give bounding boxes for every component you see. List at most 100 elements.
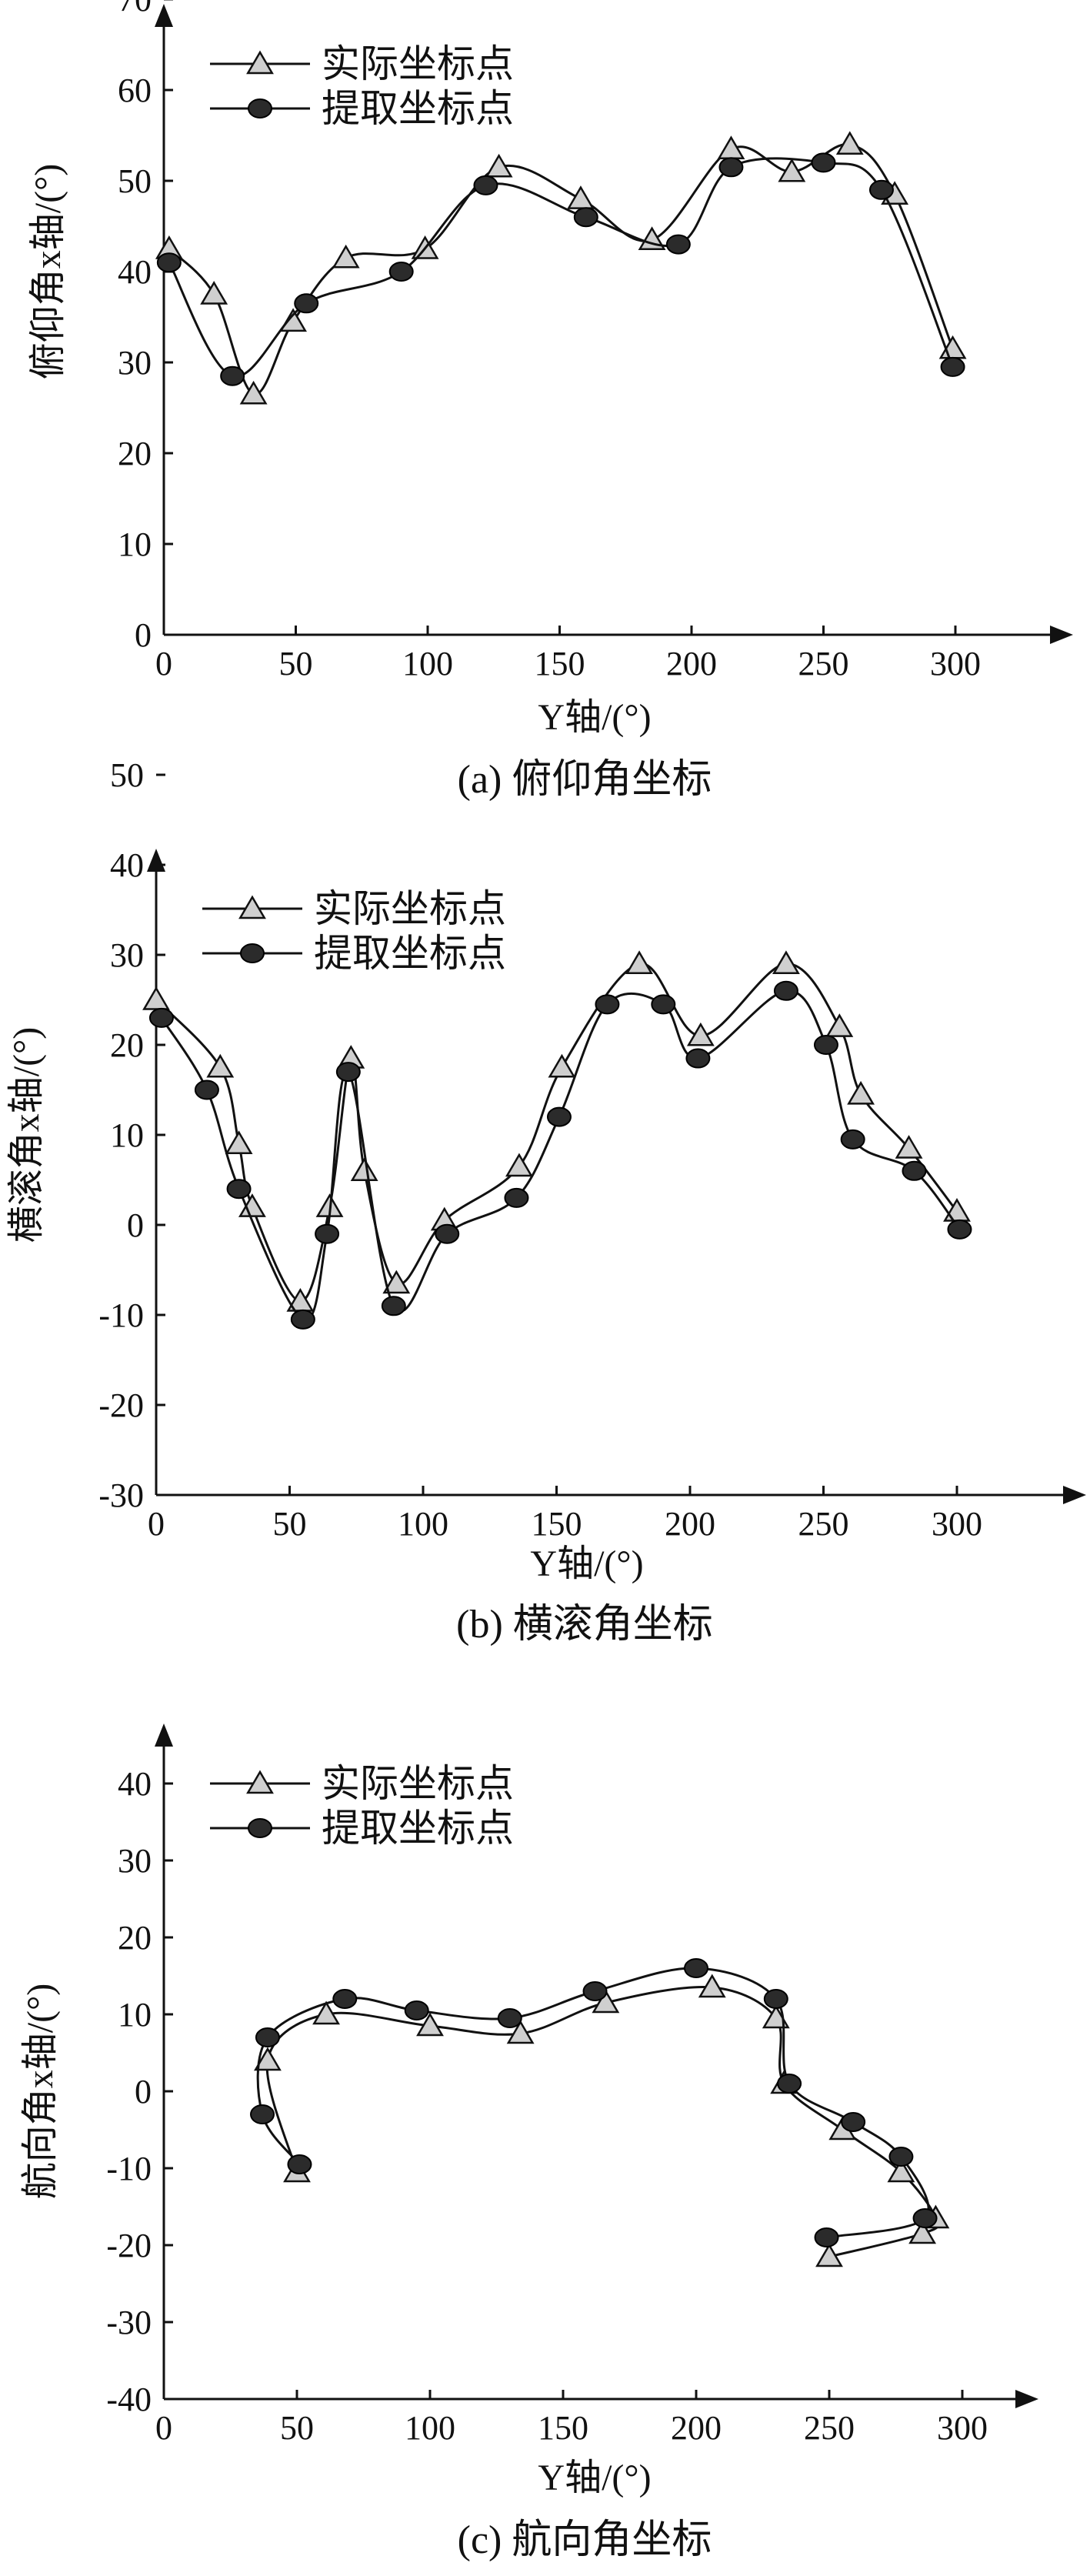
data-point-circle <box>294 293 319 314</box>
chart-heading: 0 50 100 150 200 250 300 -40 -30 -20 -10 0 10 20 30 40 Y… <box>20 1723 1038 2562</box>
data-point-circle <box>290 1309 315 1330</box>
x-tick-label: 150 <box>532 1505 582 1543</box>
x-tick-label: 50 <box>279 645 313 682</box>
legend-triangle-icon <box>238 895 266 919</box>
data-point-triangle <box>382 1270 411 1294</box>
data-point-triangle <box>350 1157 378 1182</box>
x-tick-label: 50 <box>280 2409 314 2447</box>
y-tick-label: 0 <box>135 2073 152 2111</box>
y-tick-label: 40 <box>110 846 144 884</box>
x-tick-label: 0 <box>155 645 172 682</box>
data-point-triangle <box>825 1013 854 1037</box>
x-tick-label: 200 <box>666 645 717 682</box>
legend-triangle-icon <box>246 50 274 75</box>
data-point-circle <box>473 175 498 195</box>
data-point-circle <box>194 1079 219 1100</box>
x-tick-label: 200 <box>665 1505 715 1543</box>
data-point-circle <box>777 2074 802 2094</box>
data-point-triangle <box>200 281 228 305</box>
data-point-triangle <box>943 1197 971 1222</box>
data-point-triangle <box>416 2012 444 2037</box>
y-tick-label: -40 <box>106 2381 152 2418</box>
data-point-circle <box>582 1981 608 2001</box>
data-point-triangle <box>485 153 513 178</box>
data-point-circle <box>595 994 620 1015</box>
data-point-circle <box>497 2008 522 2028</box>
series-line-1 <box>168 157 954 378</box>
data-point-circle <box>546 1106 572 1127</box>
x-tick-label: 50 <box>273 1505 307 1543</box>
data-point-circle <box>287 2154 312 2174</box>
data-point-circle <box>226 1179 252 1200</box>
data-point-circle <box>156 252 182 273</box>
legend-triangle-icon <box>246 1770 274 1794</box>
chart-caption: (a) 俯仰角坐标 <box>458 758 712 802</box>
data-point-triangle <box>332 244 360 269</box>
data-point-circle <box>814 2227 839 2247</box>
x-tick-label: 250 <box>804 2409 855 2447</box>
data-point-circle <box>573 207 598 228</box>
y-tick-label: -10 <box>98 1296 144 1334</box>
series-line-1 <box>256 1967 930 2239</box>
legend-circle-icon <box>248 98 272 118</box>
data-point-circle <box>684 1958 708 1978</box>
data-point-triangle <box>506 2020 535 2044</box>
chart-roll: 0 50 100 150 200 250 300 -30 -20 -10 0 10 20 30 40 50 Y轴… <box>6 756 1086 1647</box>
data-point-triangle <box>698 1974 726 1998</box>
y-tick-label: 70 <box>118 0 152 18</box>
data-point-circle <box>912 2208 938 2228</box>
data-point-circle <box>868 179 894 200</box>
data-point-triangle <box>895 1135 923 1159</box>
data-point-triangle <box>835 131 864 155</box>
x-tick-label: 300 <box>937 2409 988 2447</box>
x-axis-arrow <box>1015 2390 1038 2408</box>
data-point-circle <box>811 152 836 173</box>
x-tick-label: 0 <box>148 1505 165 1543</box>
data-point-circle <box>255 2027 280 2047</box>
x-axis-arrow <box>1050 626 1073 644</box>
y-tick-label: -20 <box>98 1386 144 1424</box>
y-axis-arrow <box>155 4 173 27</box>
data-point-circle <box>888 2147 914 2167</box>
data-point-triangle <box>592 1989 620 2014</box>
y-tick-label: 50 <box>118 162 152 200</box>
x-tick-label: 150 <box>538 2409 588 2447</box>
data-point-triangle <box>887 2158 915 2183</box>
x-axis-title: Y轴/(°) <box>538 697 651 738</box>
data-point-triangle <box>625 950 653 974</box>
y-axis-title: 航向角x轴/(°) <box>20 1984 61 2200</box>
data-point-triangle <box>772 950 800 974</box>
y-tick-label: -20 <box>106 2227 152 2264</box>
data-point-circle <box>381 1296 406 1316</box>
data-point-triangle <box>239 380 268 405</box>
y-tick-label: -30 <box>106 2304 152 2341</box>
chart-pitch: 05010015020025030001020304050607080Y轴/(°… <box>28 0 1073 802</box>
series-line-0 <box>265 1986 939 2258</box>
data-point-circle <box>220 365 245 386</box>
legend-circle-icon <box>248 1818 272 1838</box>
data-point-circle <box>840 1129 865 1150</box>
y-tick-label: 30 <box>118 1842 152 1880</box>
data-point-circle <box>773 980 798 1001</box>
x-tick-label: 250 <box>798 1505 849 1543</box>
data-point-circle <box>841 2112 866 2132</box>
data-point-circle <box>902 1160 927 1181</box>
data-point-triangle <box>847 1080 875 1105</box>
y-tick-label: 20 <box>118 435 152 472</box>
data-point-triangle <box>908 2220 937 2244</box>
data-point-circle <box>813 1035 838 1055</box>
y-tick-label: 40 <box>118 253 152 291</box>
legend-label-0: 实际坐标点 <box>314 887 506 930</box>
data-point-circle <box>940 356 965 377</box>
y-tick-label: 40 <box>118 1765 152 1803</box>
x-axis-title: Y轴/(°) <box>538 2458 651 2498</box>
data-point-circle <box>435 1223 460 1244</box>
x-tick-label: 250 <box>798 645 849 682</box>
y-tick-label: 10 <box>110 1116 144 1154</box>
series-line-0 <box>155 963 958 1303</box>
data-point-circle <box>148 1007 174 1028</box>
data-point-circle <box>685 1048 711 1069</box>
y-tick-label: 0 <box>127 1206 144 1244</box>
x-tick-label: 100 <box>405 2409 455 2447</box>
